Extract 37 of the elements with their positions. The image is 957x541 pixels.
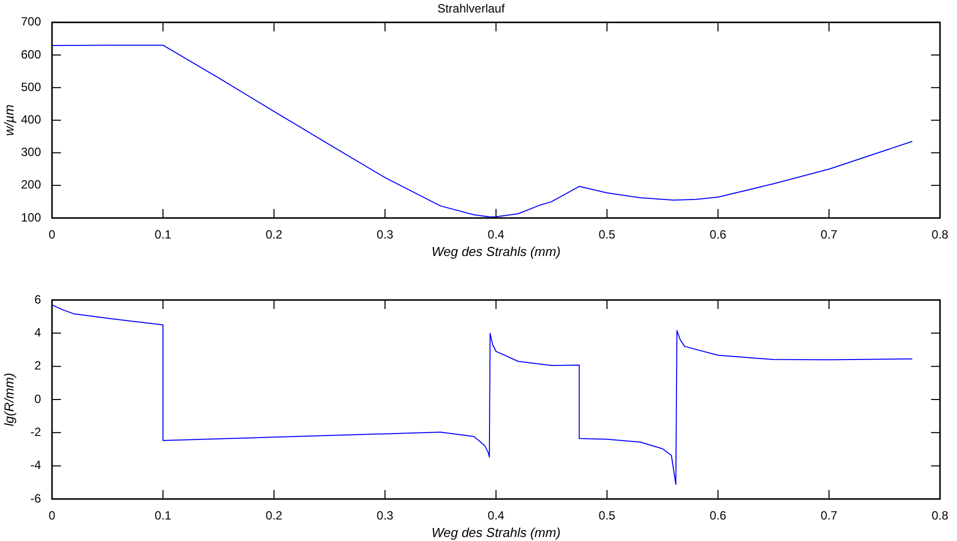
y-tick-label: 600 — [20, 47, 42, 62]
x-tick-label: 0.6 — [710, 508, 727, 523]
x-tick-label: 0.2 — [266, 508, 283, 523]
y-tick-label: 300 — [20, 145, 42, 160]
x-tick-label: 0.8 — [932, 228, 949, 242]
y-tick-label: 2 — [34, 358, 42, 373]
y-tick-label: 0 — [34, 392, 42, 406]
chart-title: Strahlverlauf — [437, 2, 506, 16]
x-tick-label: 0 — [48, 508, 56, 523]
x-tick-label: 0.6 — [710, 228, 727, 242]
x-tick-label: 0.5 — [598, 228, 616, 242]
x-tick-label: 0.1 — [154, 508, 172, 523]
x-tick-label: 0.7 — [820, 228, 838, 242]
y-tick-label: 500 — [20, 80, 42, 94]
y-axis-title: w/µm — [1, 104, 16, 136]
y-tick-label: -6 — [30, 491, 42, 506]
x-tick-label: 0.3 — [376, 508, 394, 523]
y-tick-label: 100 — [20, 210, 42, 224]
y-tick-label: 6 — [34, 292, 42, 306]
x-axis-title: Weg des Strahls (mm) — [431, 244, 561, 259]
y-tick-label: 700 — [20, 14, 42, 29]
y-tick-label: -4 — [30, 458, 42, 472]
x-tick-label: 0.8 — [932, 508, 949, 523]
y-axis-title: lg(R/mm) — [1, 372, 16, 426]
x-tick-label: 0.3 — [376, 228, 394, 242]
x-tick-label: 0.7 — [820, 508, 838, 523]
y-tick-label: -2 — [30, 424, 42, 439]
y-tick-label: 200 — [20, 178, 42, 192]
x-tick-label: 0.5 — [598, 508, 616, 523]
y-tick-label: 400 — [20, 112, 42, 127]
x-tick-label: 0.1 — [154, 228, 172, 242]
x-tick-label: 0.4 — [488, 508, 505, 523]
x-tick-label: 0.4 — [488, 228, 505, 242]
x-tick-label: 0 — [48, 228, 56, 242]
x-axis-title: Weg des Strahls (mm) — [431, 524, 561, 540]
x-tick-label: 0.2 — [266, 228, 283, 242]
y-tick-label: 4 — [34, 325, 42, 340]
